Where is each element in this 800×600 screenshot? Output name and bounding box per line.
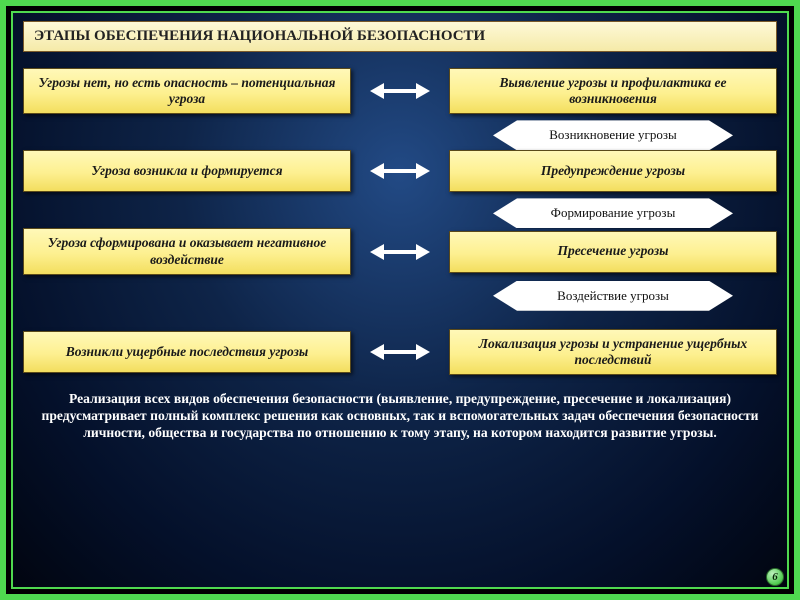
transition-diamond: Воздействие угрозы	[493, 281, 733, 311]
right-box: Локализация угрозы и устранение ущербных…	[449, 329, 777, 375]
bidir-arrow	[351, 331, 449, 373]
right-box: Выявление угрозы и профилактика ее возни…	[449, 68, 777, 114]
left-box: Угроза сформирована и оказывает негативн…	[23, 228, 351, 274]
transition-diamond: Возникновение угрозы	[493, 120, 733, 150]
right-box: Предупреждение угрозы	[449, 150, 777, 192]
bidir-arrow	[351, 150, 449, 192]
transition-diamond: Формирование угрозы	[493, 198, 733, 228]
left-box: Угроза возникла и формируется	[23, 150, 351, 192]
stage-row: Угроза возникла и формируется Предупрежд…	[23, 150, 777, 192]
outer-frame: ЭТАПЫ ОБЕСПЕЧЕНИЯ НАЦИОНАЛЬНОЙ БЕЗОПАСНО…	[0, 0, 800, 600]
left-box: Угрозы нет, но есть опасность – потенциа…	[23, 68, 351, 114]
transition-row: Формирование угрозы	[23, 198, 777, 228]
footer-paragraph: Реализация всех видов обеспечения безопа…	[23, 391, 777, 442]
bidir-arrow	[351, 231, 449, 273]
stage-row: Угроза сформирована и оказывает негативн…	[23, 228, 777, 274]
diagram: Угрозы нет, но есть опасность – потенциа…	[23, 68, 777, 375]
inner-frame: ЭТАПЫ ОБЕСПЕЧЕНИЯ НАЦИОНАЛЬНОЙ БЕЗОПАСНО…	[11, 11, 789, 589]
right-box: Пресечение угрозы	[449, 231, 777, 273]
bidir-arrow	[351, 70, 449, 112]
left-box: Возникли ущербные последствия угрозы	[23, 331, 351, 373]
page-number-badge: 6	[766, 568, 784, 586]
page-title: ЭТАПЫ ОБЕСПЕЧЕНИЯ НАЦИОНАЛЬНОЙ БЕЗОПАСНО…	[23, 21, 777, 52]
transition-row: Возникновение угрозы	[23, 120, 777, 150]
stage-row: Возникли ущербные последствия угрозы Лок…	[23, 329, 777, 375]
stage-row: Угрозы нет, но есть опасность – потенциа…	[23, 68, 777, 114]
transition-row: Воздействие угрозы	[23, 281, 777, 311]
